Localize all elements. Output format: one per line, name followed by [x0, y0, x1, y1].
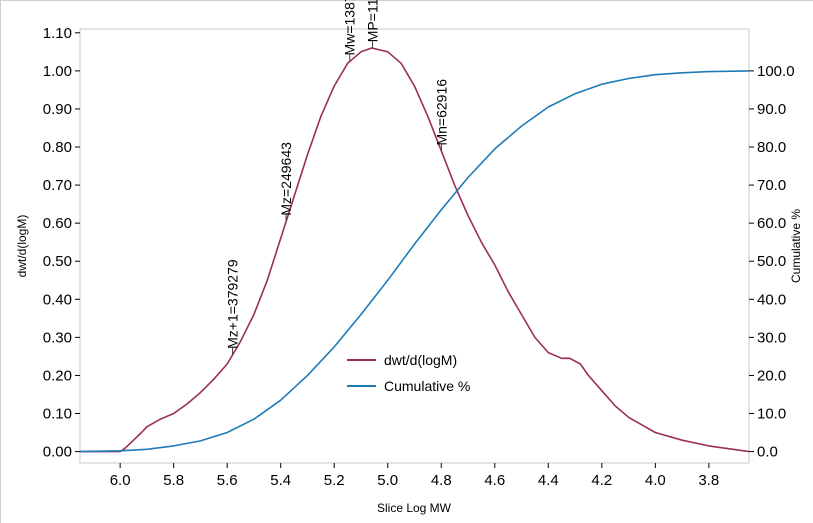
y-tick-label-7: 0.70: [43, 177, 72, 194]
y2-tick-label-3: 30.0: [757, 329, 786, 346]
x-tick-label-1: 5.8: [163, 472, 184, 489]
y2-tick-label-9: 90.0: [757, 101, 786, 118]
y-tick-label-11: 1.10: [43, 25, 72, 42]
y2-tick-label-8: 80.0: [757, 139, 786, 156]
y-tick-label-3: 0.30: [43, 329, 72, 346]
annotation-label-4: Mn=62916: [434, 79, 450, 146]
x-tick-label-3: 5.4: [270, 472, 291, 489]
y2-tick-label-10: 100.0: [757, 63, 795, 80]
plot-area: [79, 28, 750, 464]
y-tick-label-6: 0.60: [43, 215, 72, 232]
y-tick-label-5: 0.50: [43, 253, 72, 270]
y-axis-label: dwt/d(logM): [15, 215, 29, 278]
x-tick-label-11: 3.8: [698, 472, 719, 489]
legend-label-series-0: dwt/d(logM): [384, 352, 457, 368]
x-axis-label: Slice Log MW: [377, 501, 452, 515]
x-tick-label-7: 4.6: [484, 472, 505, 489]
y-tick-label-4: 0.40: [43, 291, 72, 308]
x-tick-label-0: 6.0: [110, 472, 131, 489]
y2-tick-label-5: 50.0: [757, 253, 786, 270]
y2-tick-label-0: 0.0: [757, 444, 778, 461]
y2-tick-label-6: 60.0: [757, 215, 786, 232]
y2-tick-label-7: 70.0: [757, 177, 786, 194]
y-tick-label-2: 0.20: [43, 367, 72, 384]
legend-label-series-1: Cumulative %: [384, 378, 470, 394]
x-tick-label-9: 4.2: [591, 472, 612, 489]
x-tick-label-5: 5.0: [377, 472, 398, 489]
x-tick-label-2: 5.6: [217, 472, 238, 489]
annotation-label-1: Mz=249643: [278, 142, 294, 216]
y-tick-label-10: 1.00: [43, 63, 72, 80]
y-tick-label-0: 0.00: [43, 444, 72, 461]
series-line-0: [80, 47, 750, 453]
series-line-1: [79, 70, 750, 453]
x-tick-label-6: 4.8: [431, 472, 452, 489]
legend: dwt/d(logM) Cumulative %: [347, 352, 470, 394]
y2-tick-label-1: 10.0: [757, 406, 786, 423]
y2-tick-label-2: 20.0: [757, 367, 786, 384]
y-tick-label-8: 0.80: [43, 139, 72, 156]
annotation-label-0: Mz+1=379279: [225, 259, 241, 349]
y-tick-label-9: 0.90: [43, 101, 72, 118]
x-tick-label-4: 5.2: [324, 472, 345, 489]
y-tick-label-1: 0.10: [43, 406, 72, 423]
x-tick-label-8: 4.4: [538, 472, 559, 489]
y2-tick-label-4: 40.0: [757, 291, 786, 308]
annotation-label-3: MP=114069: [364, 0, 380, 42]
y2-axis-label: Cumulative %: [789, 209, 803, 283]
x-tick-label-10: 4.0: [645, 472, 666, 489]
annotation-label-2: Mw=138700: [342, 0, 358, 55]
